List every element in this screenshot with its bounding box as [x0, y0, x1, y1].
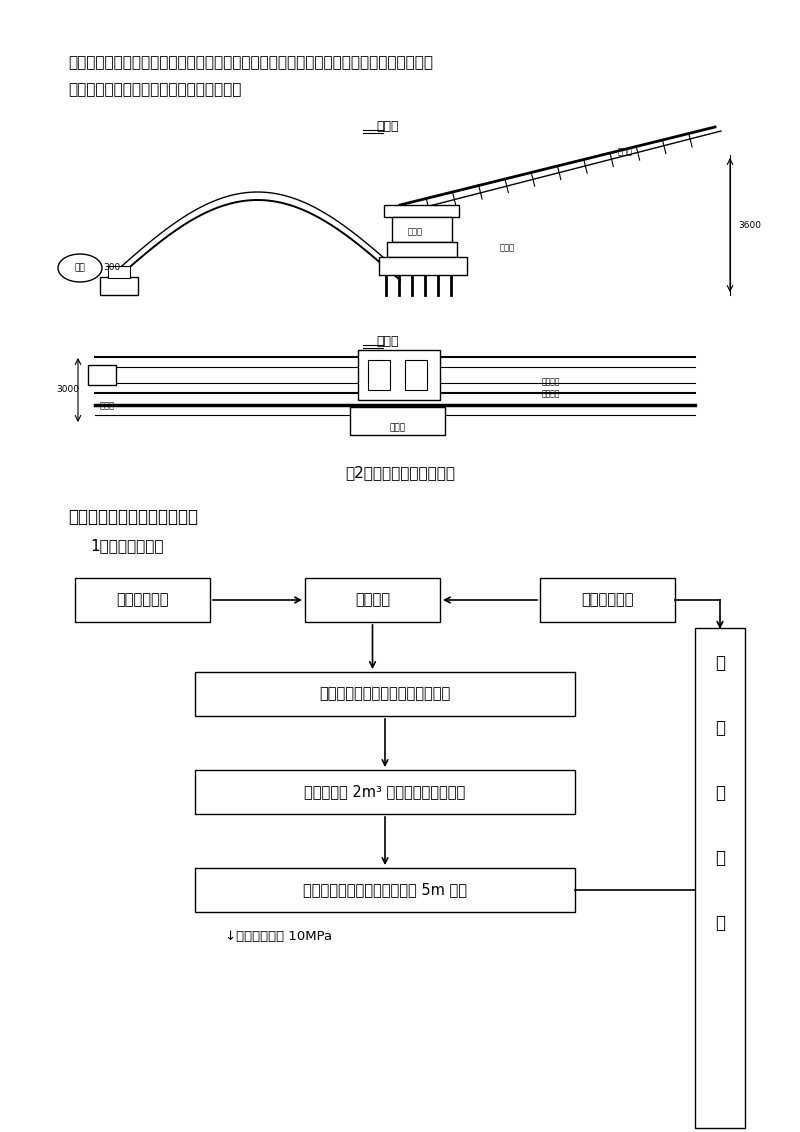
- Text: 半平面: 半平面: [377, 335, 399, 348]
- Text: 3000: 3000: [57, 386, 79, 394]
- Text: 图2：灌注施工基本情况图: 图2：灌注施工基本情况图: [345, 465, 455, 480]
- Ellipse shape: [58, 254, 102, 282]
- Bar: [305, 578, 440, 621]
- Text: 压注孔: 压注孔: [408, 228, 423, 237]
- Text: 拌制、泵送 2m³ 水泥砂浆至主弦管内: 拌制、泵送 2m³ 水泥砂浆至主弦管内: [304, 784, 466, 799]
- Text: ↓泵送压力高于 10MPa: ↓泵送压力高于 10MPa: [225, 931, 332, 943]
- Text: 开排砼: 开排砼: [390, 423, 406, 432]
- Text: 控: 控: [715, 849, 725, 867]
- Bar: [358, 350, 440, 400]
- Bar: [379, 257, 467, 275]
- Bar: [195, 770, 575, 814]
- Text: 都用输送管连接输送泵，利用输送泵的泵压将自密实混凝土连续、对称地压注至钢管拱内，: 都用输送管连接输送泵，利用输送泵的泵压将自密实混凝土连续、对称地压注至钢管拱内，: [68, 55, 433, 70]
- Text: 第一道注: 第一道注: [542, 377, 561, 386]
- Text: 制定施工方案: 制定施工方案: [116, 592, 169, 608]
- Bar: [75, 578, 210, 621]
- Text: 全: 全: [715, 654, 725, 672]
- Bar: [540, 578, 675, 621]
- Bar: [108, 266, 130, 278]
- Text: 泵机: 泵机: [74, 264, 86, 273]
- Bar: [695, 628, 745, 1127]
- Text: 继续泵送砼至第二压注口约差 5m 左右: 继续泵送砼至第二压注口约差 5m 左右: [303, 883, 467, 898]
- Text: 300: 300: [103, 264, 121, 273]
- Bar: [195, 868, 575, 912]
- Text: 输送管: 输送管: [100, 402, 115, 411]
- Bar: [350, 408, 445, 435]
- Bar: [392, 217, 452, 242]
- Text: 上弦管: 上弦管: [618, 147, 633, 156]
- Bar: [384, 205, 459, 217]
- Text: 监: 监: [715, 784, 725, 801]
- Text: 直至两半跨钢管内混凝土在拱顶会合密实。: 直至两半跨钢管内混凝土在拱顶会合密实。: [68, 82, 242, 97]
- Bar: [88, 365, 116, 385]
- Bar: [368, 360, 390, 391]
- Text: 自密实砼制配: 自密实砼制配: [582, 592, 634, 608]
- Bar: [387, 242, 457, 257]
- Text: 施工准备: 施工准备: [355, 592, 390, 608]
- Bar: [405, 360, 427, 391]
- Bar: [195, 672, 575, 717]
- Text: 半立面: 半立面: [377, 120, 399, 132]
- Text: 程: 程: [715, 719, 725, 737]
- Bar: [100, 277, 138, 295]
- Text: 1、工艺流程图：: 1、工艺流程图：: [90, 538, 163, 554]
- Text: 主: 主: [715, 914, 725, 932]
- Text: 泵送砼至主弦管与第一压注口持平: 泵送砼至主弦管与第一压注口持平: [319, 686, 450, 702]
- Text: 四、施工工艺流程及操作要点: 四、施工工艺流程及操作要点: [68, 508, 198, 526]
- Text: 主弦管: 主弦管: [500, 243, 515, 252]
- Text: 3600: 3600: [738, 221, 761, 230]
- Text: 第二道注: 第二道注: [542, 389, 561, 398]
